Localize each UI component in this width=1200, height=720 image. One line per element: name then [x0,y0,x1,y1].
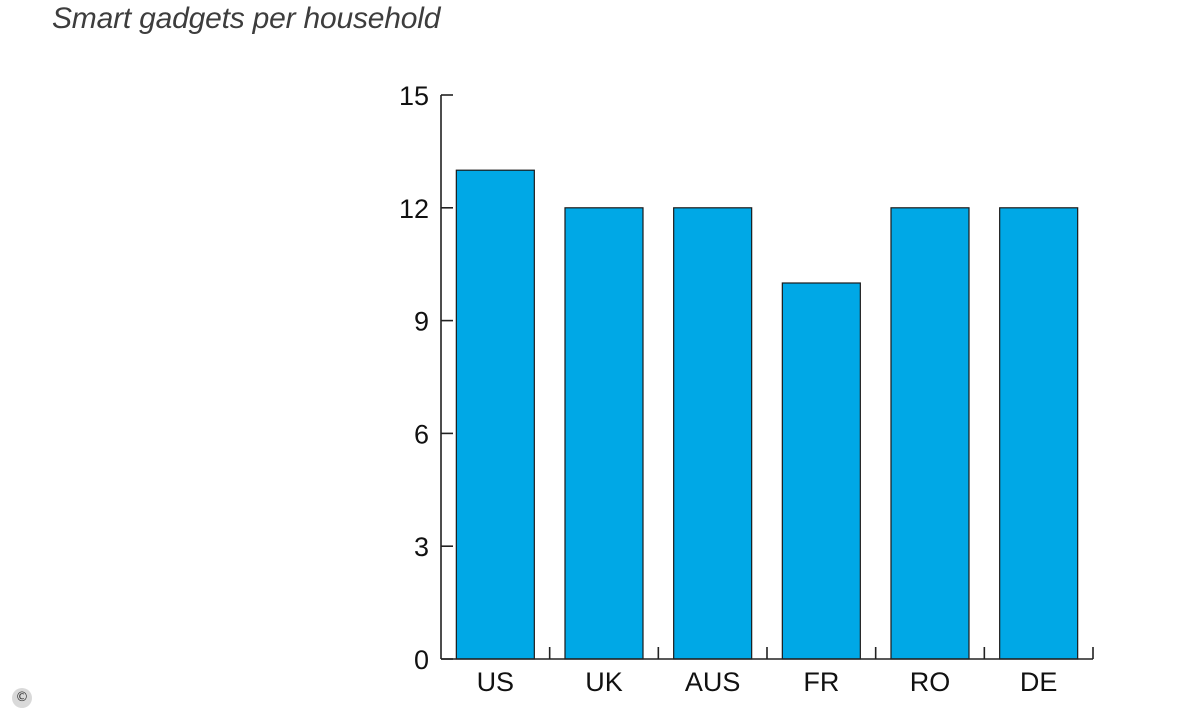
y-tick-label-3: 3 [414,532,429,562]
x-tick-label-uk: UK [585,667,623,697]
bar-de [999,207,1079,660]
labels-layer: 0 3 6 9 12 15 US UK AUS FR RO DE [399,81,1057,697]
x-tick-label-ro: RO [910,667,951,697]
bar-us [455,169,535,660]
y-tick-label-15: 15 [399,81,429,111]
bar-fr [781,282,861,660]
x-tick-label-de: DE [1020,667,1058,697]
x-tick-label-aus: AUS [685,667,741,697]
y-tick-label-9: 9 [414,307,429,337]
y-tick-label-6: 6 [414,419,429,449]
x-tick-label-us: US [477,667,515,697]
chart-title: Smart gadgets per household [52,2,441,35]
bar-uk [564,207,644,660]
bar-aus [673,207,753,660]
y-tick-label-12: 12 [399,194,429,224]
axes-layer [440,94,1094,660]
bar-ro [890,207,970,660]
y-tick-label-0: 0 [414,645,429,675]
bars-layer [455,169,1079,660]
copyright-icon: © [12,688,32,708]
x-tick-label-fr: FR [803,667,839,697]
